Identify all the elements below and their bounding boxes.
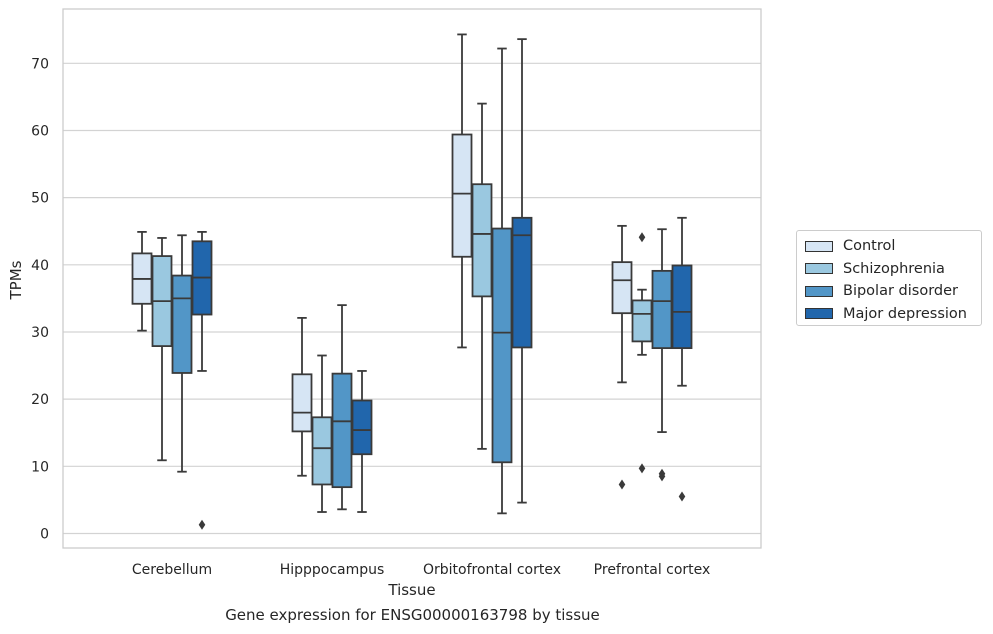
box-hipppocampus-control-iqr — [291, 373, 313, 433]
box-cerebellum-control — [131, 231, 153, 332]
y-tick-label-20: 20 — [31, 392, 49, 408]
box-cerebellum-bipolar-disorder — [171, 234, 193, 473]
box-hipppocampus-control — [291, 316, 313, 477]
box-orbitofrontal-cortex-control-iqr — [451, 133, 473, 258]
box-hipppocampus-bipolar-disorder-iqr — [331, 372, 353, 489]
x-tick-label-cerebellum: Cerebellum — [132, 562, 212, 578]
legend-label-control: Control — [843, 238, 896, 255]
y-tick-label-60: 60 — [31, 123, 49, 139]
box-orbitofrontal-cortex-schizophrenia — [471, 102, 493, 450]
legend-swatch-bipolar-disorder — [805, 285, 833, 297]
box-prefrontal-cortex-schizophrenia — [631, 232, 653, 474]
box-orbitofrontal-cortex-major-depression — [511, 38, 533, 504]
legend-swatch-control — [805, 240, 833, 252]
box-cerebellum-schizophrenia — [151, 237, 173, 462]
y-tick-label-40: 40 — [31, 258, 49, 274]
box-prefrontal-cortex-bipolar-disorder-iqr — [651, 269, 673, 350]
box-orbitofrontal-cortex-bipolar-disorder-iqr — [491, 227, 513, 464]
box-prefrontal-cortex-schizophrenia-outlier-1 — [638, 463, 646, 474]
box-prefrontal-cortex-schizophrenia-outlier-0 — [638, 232, 646, 243]
box-prefrontal-cortex-bipolar-disorder — [651, 228, 673, 482]
box-cerebellum-bipolar-disorder-iqr — [171, 274, 193, 374]
legend-swatch-major-depression — [805, 308, 833, 320]
box-prefrontal-cortex-bipolar-disorder-outlier-1 — [658, 471, 666, 482]
y-tick-label-0: 0 — [40, 527, 49, 543]
legend-item-control: Control — [805, 235, 973, 258]
box-prefrontal-cortex-control — [611, 224, 633, 490]
y-tick-label-30: 30 — [31, 325, 49, 341]
legend-swatch-schizophrenia — [805, 263, 833, 275]
box-hipppocampus-major-depression — [351, 370, 373, 513]
box-prefrontal-cortex-control-outlier-0 — [618, 479, 626, 490]
y-tick-labels: 0 10 20 30 40 50 60 70 — [31, 56, 49, 542]
legend-label-schizophrenia: Schizophrenia — [843, 260, 945, 277]
box-orbitofrontal-cortex-control — [451, 33, 473, 349]
legend-item-major-depression: Major depression — [805, 303, 973, 326]
x-tick-label-hipppocampus: Hipppocampus — [280, 562, 385, 578]
box-prefrontal-cortex-major-depression-iqr — [671, 264, 693, 350]
x-axis-title: Tissue — [387, 581, 435, 599]
box-prefrontal-cortex-control-iqr — [611, 261, 633, 315]
y-tick-label-70: 70 — [31, 56, 49, 72]
plot-frame — [62, 8, 762, 549]
x-tick-label-prefrontal-cortex: Prefrontal cortex — [594, 562, 711, 578]
legend-item-bipolar-disorder: Bipolar disorder — [805, 280, 973, 303]
box-orbitofrontal-cortex-schizophrenia-iqr — [471, 183, 493, 298]
y-tick-label-10: 10 — [31, 459, 49, 475]
box-orbitofrontal-cortex-major-depression-iqr — [511, 216, 533, 349]
legend-label-major-depression: Major depression — [843, 305, 967, 322]
chart-caption: Gene expression for ENSG00000163798 by t… — [225, 606, 600, 624]
x-tick-labels: Cerebellum Hipppocampus Orbitofrontal cort… — [132, 562, 710, 578]
box-cerebellum-major-depression — [191, 231, 213, 530]
box-hipppocampus-schizophrenia-iqr — [311, 416, 333, 486]
boxes — [131, 33, 693, 530]
box-prefrontal-cortex-schizophrenia-iqr — [631, 299, 653, 343]
box-cerebellum-major-depression-outlier-0 — [198, 519, 206, 530]
box-prefrontal-cortex-major-depression-outlier-0 — [678, 491, 686, 502]
x-tick-label-orbitofrontal-cortex: Orbitofrontal cortex — [423, 562, 561, 578]
box-hipppocampus-bipolar-disorder — [331, 304, 353, 511]
legend-item-schizophrenia: Schizophrenia — [805, 258, 973, 281]
box-hipppocampus-schizophrenia — [311, 354, 333, 513]
y-tick-label-50: 50 — [31, 191, 49, 207]
box-prefrontal-cortex-major-depression — [671, 216, 693, 502]
y-axis-title: TPMs — [7, 260, 25, 300]
box-hipppocampus-major-depression-iqr — [351, 399, 373, 456]
box-orbitofrontal-cortex-bipolar-disorder — [491, 47, 513, 515]
legend: Control Schizophrenia Bipolar disorder M… — [796, 230, 982, 326]
legend-label-bipolar-disorder: Bipolar disorder — [843, 283, 958, 300]
